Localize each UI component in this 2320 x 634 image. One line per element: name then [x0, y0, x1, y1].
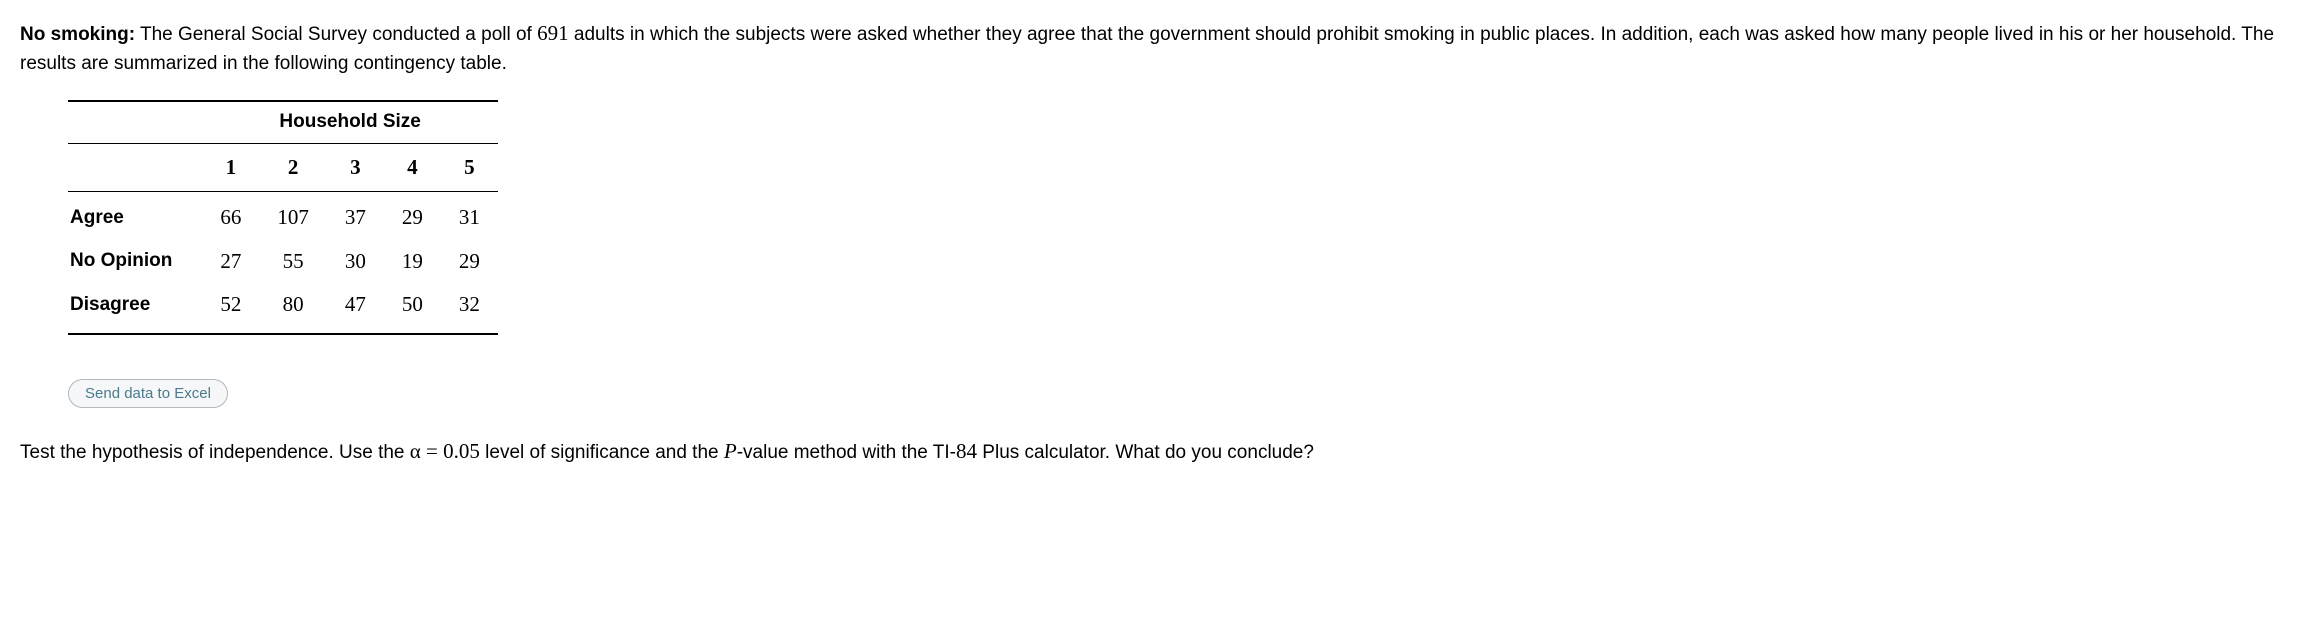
contingency-table: Household Size 1 2 3 4 5 Agree 66 107 37…: [68, 100, 498, 335]
conclusion-end: Plus calculator. What do you conclude?: [977, 442, 1314, 463]
table-cell: 47: [327, 283, 384, 334]
col-header: 4: [384, 143, 441, 192]
intro-text-before: The General Social Survey conducted a po…: [135, 24, 537, 45]
table-cell: 55: [259, 240, 327, 284]
table-cell: 66: [202, 192, 259, 240]
table-cell: 107: [259, 192, 327, 240]
table-row: Disagree 52 80 47 50 32: [68, 283, 498, 334]
super-header-spacer: [68, 101, 202, 143]
table-row: No Opinion 27 55 30 19 29: [68, 240, 498, 284]
table-cell: 52: [202, 283, 259, 334]
table-cell: 29: [384, 192, 441, 240]
poll-number: 691: [537, 21, 569, 45]
conclusion-text: Test the hypothesis of independence. Use…: [20, 436, 2300, 468]
conclusion-after-alpha: level of significance and the: [480, 442, 724, 463]
col-header: 1: [202, 143, 259, 192]
conclusion-before-alpha: Test the hypothesis of independence. Use…: [20, 442, 410, 463]
p-letter: P: [724, 439, 737, 463]
table-super-header-row: Household Size: [68, 101, 498, 143]
problem-title: No smoking:: [20, 24, 135, 45]
row-label: Agree: [68, 192, 202, 240]
table-cell: 50: [384, 283, 441, 334]
row-label: Disagree: [68, 283, 202, 334]
col-header: 5: [441, 143, 498, 192]
conclusion-after-p: -value method with the TI-: [737, 442, 956, 463]
send-to-excel-button[interactable]: Send data to Excel: [68, 379, 228, 408]
table-cell: 32: [441, 283, 498, 334]
super-header: Household Size: [202, 101, 498, 143]
table-cell: 30: [327, 240, 384, 284]
alpha-expression: α = 0.05: [410, 439, 480, 463]
col-header: 3: [327, 143, 384, 192]
row-label: No Opinion: [68, 240, 202, 284]
col-header-spacer: [68, 143, 202, 192]
table-cell: 37: [327, 192, 384, 240]
table-cell: 19: [384, 240, 441, 284]
ti-number: 84: [956, 439, 977, 463]
table-column-header-row: 1 2 3 4 5: [68, 143, 498, 192]
table-row: Agree 66 107 37 29 31: [68, 192, 498, 240]
col-header: 2: [259, 143, 327, 192]
table-cell: 80: [259, 283, 327, 334]
table-cell: 31: [441, 192, 498, 240]
table-cell: 29: [441, 240, 498, 284]
table-container: Household Size 1 2 3 4 5 Agree 66 107 37…: [68, 100, 2300, 335]
table-cell: 27: [202, 240, 259, 284]
problem-intro: No smoking: The General Social Survey co…: [20, 18, 2300, 78]
